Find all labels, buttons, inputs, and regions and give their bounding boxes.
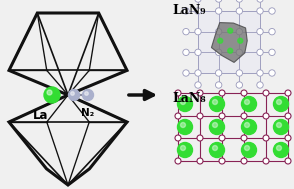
Circle shape bbox=[216, 49, 222, 56]
Circle shape bbox=[71, 92, 74, 95]
Circle shape bbox=[257, 8, 263, 14]
Circle shape bbox=[257, 70, 263, 76]
Circle shape bbox=[85, 92, 88, 95]
Circle shape bbox=[213, 146, 218, 150]
Circle shape bbox=[285, 113, 291, 119]
Bar bbox=[198, 11, 260, 73]
Circle shape bbox=[213, 99, 218, 105]
Circle shape bbox=[195, 49, 201, 56]
Circle shape bbox=[269, 70, 275, 76]
Circle shape bbox=[269, 8, 275, 14]
Circle shape bbox=[178, 143, 193, 157]
Circle shape bbox=[257, 49, 263, 56]
Circle shape bbox=[195, 70, 201, 76]
Circle shape bbox=[228, 28, 233, 33]
Circle shape bbox=[263, 113, 269, 119]
Circle shape bbox=[216, 82, 222, 88]
Text: LaN₉: LaN₉ bbox=[172, 4, 206, 17]
Circle shape bbox=[285, 158, 291, 164]
Circle shape bbox=[178, 119, 193, 135]
Circle shape bbox=[236, 82, 243, 88]
Circle shape bbox=[263, 158, 269, 164]
Circle shape bbox=[216, 29, 222, 35]
Circle shape bbox=[175, 158, 181, 164]
Circle shape bbox=[175, 113, 181, 119]
Circle shape bbox=[241, 119, 256, 135]
Circle shape bbox=[273, 143, 288, 157]
Circle shape bbox=[241, 135, 247, 141]
Text: La: La bbox=[33, 109, 49, 122]
Circle shape bbox=[195, 29, 201, 35]
Circle shape bbox=[195, 8, 201, 14]
Text: LaN₈: LaN₈ bbox=[172, 92, 206, 105]
Circle shape bbox=[257, 82, 263, 88]
Circle shape bbox=[219, 158, 225, 164]
Circle shape bbox=[44, 87, 60, 103]
Circle shape bbox=[216, 70, 222, 76]
Circle shape bbox=[241, 113, 247, 119]
Circle shape bbox=[175, 90, 181, 96]
Circle shape bbox=[197, 135, 203, 141]
Circle shape bbox=[276, 146, 281, 150]
Circle shape bbox=[183, 29, 189, 35]
Circle shape bbox=[263, 90, 269, 96]
Circle shape bbox=[236, 8, 243, 14]
Circle shape bbox=[83, 90, 93, 101]
Circle shape bbox=[257, 29, 263, 35]
Circle shape bbox=[236, 49, 243, 56]
Circle shape bbox=[181, 122, 186, 128]
Circle shape bbox=[241, 90, 247, 96]
Circle shape bbox=[285, 135, 291, 141]
Circle shape bbox=[236, 0, 243, 2]
Circle shape bbox=[197, 113, 203, 119]
Circle shape bbox=[178, 97, 193, 112]
Circle shape bbox=[273, 119, 288, 135]
Circle shape bbox=[238, 38, 243, 43]
Circle shape bbox=[175, 135, 181, 141]
Circle shape bbox=[245, 99, 250, 105]
Circle shape bbox=[236, 70, 243, 76]
Text: N₂: N₂ bbox=[81, 108, 95, 118]
Circle shape bbox=[276, 122, 281, 128]
Circle shape bbox=[276, 99, 281, 105]
Circle shape bbox=[236, 29, 243, 35]
Circle shape bbox=[269, 29, 275, 35]
Circle shape bbox=[181, 99, 186, 105]
Circle shape bbox=[210, 143, 225, 157]
Circle shape bbox=[216, 0, 222, 2]
Circle shape bbox=[195, 82, 201, 88]
Circle shape bbox=[195, 0, 201, 2]
Circle shape bbox=[216, 8, 222, 14]
Circle shape bbox=[263, 135, 269, 141]
Circle shape bbox=[245, 122, 250, 128]
Circle shape bbox=[241, 158, 247, 164]
Circle shape bbox=[183, 70, 189, 76]
Circle shape bbox=[218, 38, 223, 43]
Circle shape bbox=[181, 146, 186, 150]
Circle shape bbox=[183, 8, 189, 14]
Circle shape bbox=[69, 90, 79, 101]
Circle shape bbox=[241, 143, 256, 157]
Circle shape bbox=[245, 146, 250, 150]
Circle shape bbox=[210, 97, 225, 112]
Circle shape bbox=[213, 122, 218, 128]
Circle shape bbox=[285, 90, 291, 96]
Polygon shape bbox=[211, 22, 247, 62]
Circle shape bbox=[219, 135, 225, 141]
Circle shape bbox=[197, 90, 203, 96]
Circle shape bbox=[273, 97, 288, 112]
Circle shape bbox=[228, 48, 233, 53]
Circle shape bbox=[269, 49, 275, 56]
Circle shape bbox=[210, 119, 225, 135]
Circle shape bbox=[219, 113, 225, 119]
Circle shape bbox=[47, 90, 52, 95]
Circle shape bbox=[197, 158, 203, 164]
Circle shape bbox=[241, 97, 256, 112]
Circle shape bbox=[257, 0, 263, 2]
Circle shape bbox=[183, 49, 189, 56]
Circle shape bbox=[219, 90, 225, 96]
